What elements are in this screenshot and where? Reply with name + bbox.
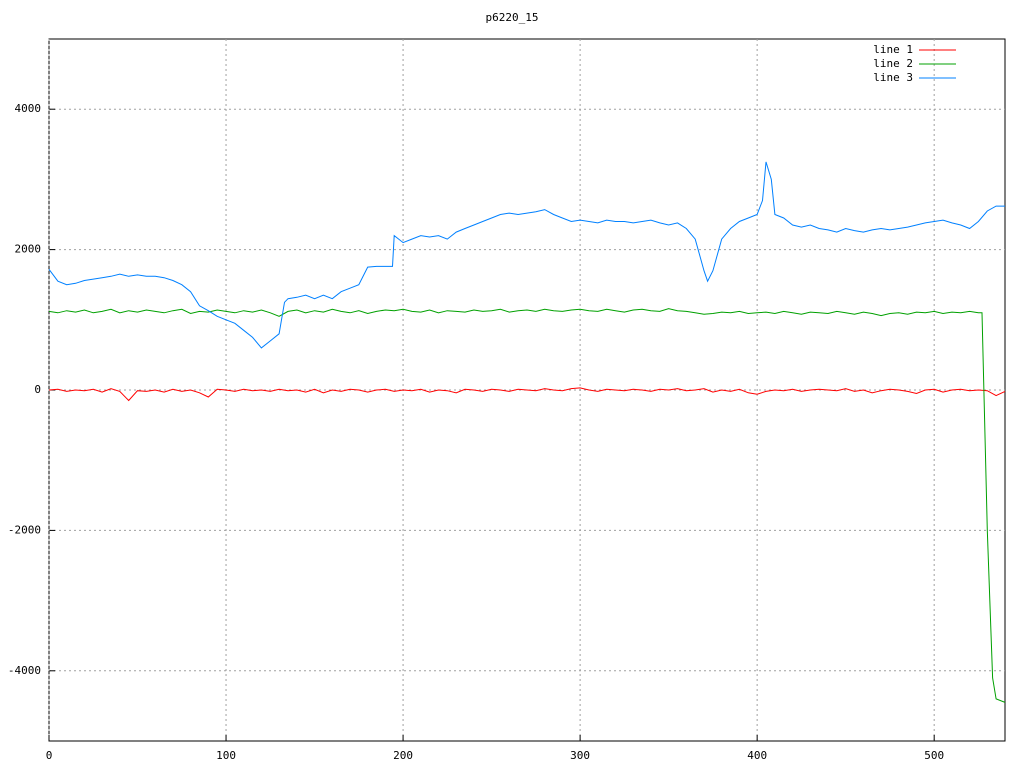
y-tick-label: 2000 <box>15 243 42 256</box>
y-tick-label: -4000 <box>8 664 41 677</box>
series-line <box>48 387 1006 402</box>
chart-title: p6220_15 <box>486 11 539 24</box>
series-line <box>48 308 1006 703</box>
series-line <box>48 161 1005 349</box>
x-tick-label: 100 <box>216 749 236 762</box>
x-tick-label: 200 <box>393 749 413 762</box>
y-tick-label: -2000 <box>8 523 41 536</box>
y-tick-label: 0 <box>34 383 41 396</box>
legend-label: line 3 <box>873 71 913 84</box>
y-tick-label: 4000 <box>15 102 42 115</box>
legend-label: line 1 <box>873 43 913 56</box>
x-tick-label: 400 <box>747 749 767 762</box>
x-tick-label: 300 <box>570 749 590 762</box>
x-tick-label: 500 <box>924 749 944 762</box>
x-tick-label: 0 <box>46 749 53 762</box>
legend-label: line 2 <box>873 57 913 70</box>
